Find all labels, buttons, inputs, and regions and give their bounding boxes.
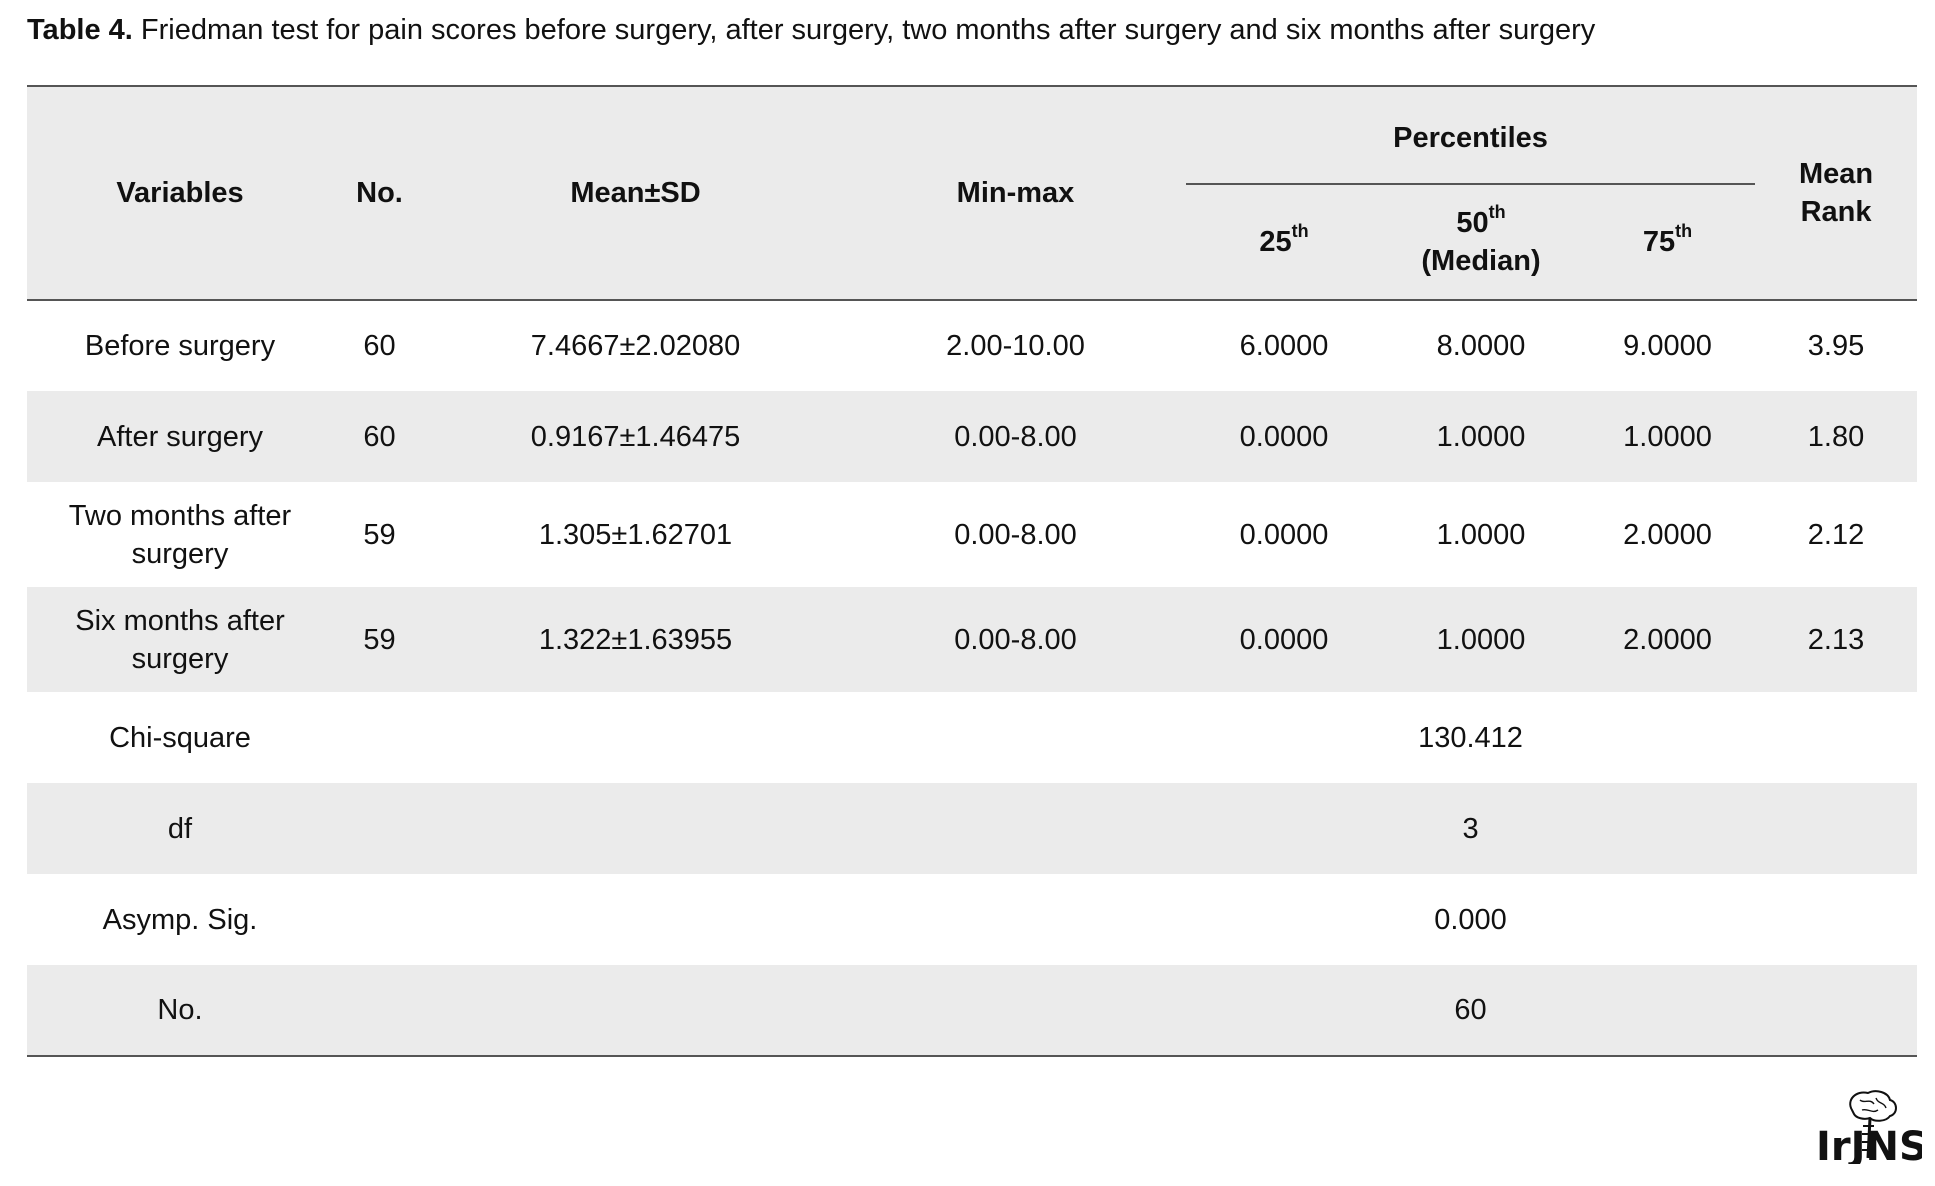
stat-label: Chi-square xyxy=(109,721,251,754)
cell-no: 59 xyxy=(333,587,426,692)
cell-min-max: 2.00-10.00 xyxy=(946,330,1085,362)
brain-logo-icon: IrJNS xyxy=(1816,1090,1922,1164)
stats-row: Asymp. Sig. 0.000 xyxy=(27,874,1917,965)
cell-mean-rank: 2.13 xyxy=(1755,587,1918,692)
cell-mean-sd: 1.305±1.62701 xyxy=(538,518,733,551)
cell-mean-rank: 2.12 xyxy=(1807,518,1865,551)
cell-no: 60 xyxy=(363,330,396,362)
table-row: After surgery 60 0.9167±1.46475 0.00-8.0… xyxy=(27,391,1918,482)
cell-mean-sd: 7.4667±2.02080 xyxy=(530,330,741,362)
cell-mean-sd: 0.9167±1.46475 xyxy=(426,391,845,482)
table-row: Before surgery 60 7.4667±2.02080 2.00-10… xyxy=(27,300,1917,391)
header-p75-sup: th xyxy=(1675,221,1693,241)
stats-row: Chi-square 130.412 xyxy=(27,692,1917,783)
header-mean-sd: Mean±SD xyxy=(426,85,845,301)
header-p75-num: 75 xyxy=(1642,226,1676,258)
header-p50-sup: th xyxy=(1488,202,1506,222)
cell-min-max: 0.00-8.00 xyxy=(845,391,1186,482)
friedman-table: Variables No. Mean±SD Min-max Percentile… xyxy=(27,85,1918,1057)
stat-value: 60 xyxy=(1186,965,1756,1057)
cell-p50: 1.0000 xyxy=(1382,587,1580,692)
cell-p75: 1.0000 xyxy=(1580,391,1756,482)
cell-mean-sd: 1.322±1.63955 xyxy=(426,587,845,692)
header-p25-sup: th xyxy=(1291,221,1309,241)
cell-min-max: 0.00-8.00 xyxy=(954,518,1077,551)
stat-label: No. xyxy=(27,965,333,1057)
cell-p25: 0.0000 xyxy=(1239,518,1329,551)
svg-text:IrJNS: IrJNS xyxy=(1816,1124,1922,1164)
cell-variable: Before surgery xyxy=(84,330,276,362)
cell-p75: 2.0000 xyxy=(1580,587,1756,692)
cell-variable: Six months after surgery xyxy=(27,587,333,692)
cell-p50: 1.0000 xyxy=(1436,518,1526,551)
stats-row: df 3 xyxy=(27,783,1918,874)
table-row: Two months after surgery 59 1.305±1.6270… xyxy=(27,482,1917,587)
header-p25-num: 25 xyxy=(1259,226,1292,258)
cell-mean-rank: 1.80 xyxy=(1755,391,1918,482)
header-p50-median: (Median) xyxy=(1421,245,1541,277)
header-mean-rank-line1: Mean xyxy=(1798,158,1874,190)
stat-value: 3 xyxy=(1186,783,1756,874)
header-mean-rank-line2: Rank xyxy=(1800,196,1872,228)
cell-p50: 1.0000 xyxy=(1382,391,1580,482)
header-variables: Variables xyxy=(27,85,333,301)
header-min-max: Min-max xyxy=(845,85,1186,301)
table-caption: Table 4. Friedman test for pain scores b… xyxy=(27,8,1595,52)
cell-p50: 8.0000 xyxy=(1436,330,1526,362)
caption-lead: Table 4. xyxy=(27,14,133,46)
stat-label: df xyxy=(27,783,333,874)
header-p50-num: 50 xyxy=(1456,207,1489,239)
table-row: Six months after surgery 59 1.322±1.6395… xyxy=(27,587,1918,692)
cell-p75: 9.0000 xyxy=(1623,330,1712,362)
cell-mean-rank: 3.95 xyxy=(1807,330,1865,362)
cell-p25: 0.0000 xyxy=(1186,391,1382,482)
header-p75: 75th xyxy=(1580,184,1756,301)
cell-variable: After surgery xyxy=(27,391,333,482)
cell-no: 60 xyxy=(333,391,426,482)
cell-variable: Two months after surgery xyxy=(68,499,292,570)
cell-p25: 6.0000 xyxy=(1239,330,1329,362)
stats-row: No. 60 xyxy=(27,965,1918,1057)
header-mean-rank: Mean Rank xyxy=(1755,85,1918,301)
cell-p25: 0.0000 xyxy=(1186,587,1382,692)
stat-label: Asymp. Sig. xyxy=(102,903,258,936)
header-p50: 50th (Median) xyxy=(1382,184,1580,301)
cell-p75: 2.0000 xyxy=(1623,518,1712,551)
header-percentiles: Percentiles xyxy=(1186,85,1756,185)
caption-text: Friedman test for pain scores before sur… xyxy=(132,14,1596,46)
header-p25: 25th xyxy=(1186,184,1382,301)
stat-value: 0.000 xyxy=(1434,903,1507,936)
header-no: No. xyxy=(333,85,426,301)
stat-value: 130.412 xyxy=(1418,721,1523,754)
cell-no: 59 xyxy=(363,518,396,551)
cell-min-max: 0.00-8.00 xyxy=(845,587,1186,692)
